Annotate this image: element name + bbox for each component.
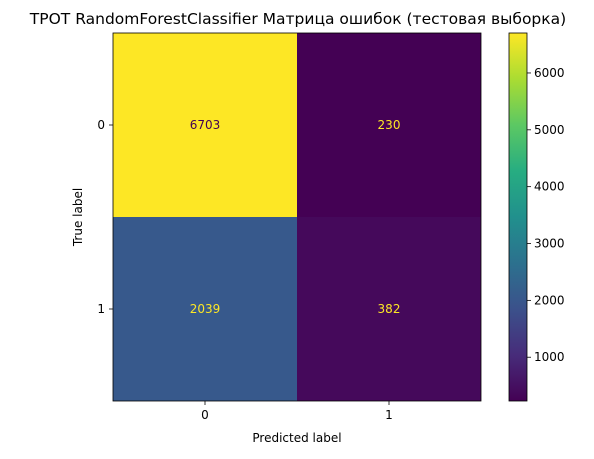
x-axis-label: Predicted label (252, 431, 341, 445)
y-tick-label: 1 (97, 302, 105, 316)
x-tick-label: 1 (385, 408, 393, 422)
heatmap-cell-0-1 (297, 33, 481, 217)
colorbar-tick-label: 1000 (534, 350, 565, 364)
heatmap-cell-labels: 6703 230 2039 382 (190, 118, 401, 316)
y-axis-ticks: 01 (97, 118, 113, 316)
colorbar-tick-label: 5000 (534, 123, 565, 137)
cell-value-label-0-1: 230 (378, 118, 401, 132)
plot-frame (112, 32, 482, 402)
colorbar-tick-label: 4000 (534, 180, 565, 194)
heatmap-cells (113, 33, 481, 401)
y-tick-label: 0 (97, 118, 105, 132)
cell-value-label-1-1: 382 (378, 302, 401, 316)
heatmap-cell-0-0 (113, 33, 297, 217)
cell-value-label-1-0: 2039 (190, 302, 221, 316)
chart-title: TPOT RandomForestClassifier Матрица ошиб… (29, 10, 566, 28)
y-axis-label: True label (71, 188, 85, 247)
colorbar-gradient (508, 32, 528, 402)
colorbar-tick-label: 3000 (534, 237, 565, 251)
x-tick-label: 0 (201, 408, 209, 422)
cell-value-label-0-0: 6703 (190, 118, 221, 132)
heatmap-cell-1-0 (113, 217, 297, 401)
colorbar: 1000 2000 3000 4000 5000 6000 (508, 32, 565, 402)
colorbar-tick-label: 6000 (534, 66, 565, 80)
colorbar-tick-label: 2000 (534, 293, 565, 307)
heatmap-cell-1-1 (297, 217, 481, 401)
